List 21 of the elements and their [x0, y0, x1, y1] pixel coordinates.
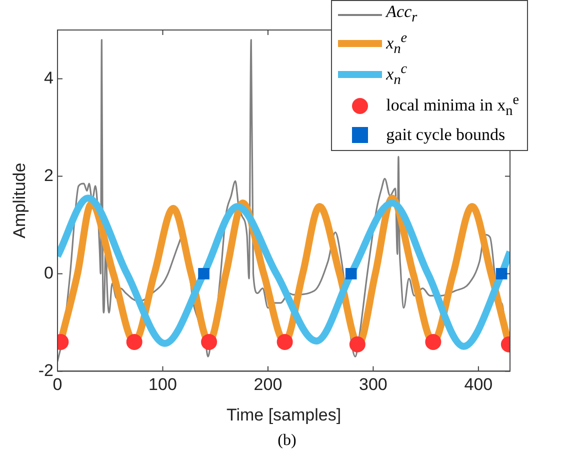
y-axis-title: Amplitude: [10, 162, 29, 238]
x-tick-label: 400: [464, 375, 493, 394]
point: [345, 268, 357, 280]
point: [126, 334, 142, 350]
text: (b): [276, 432, 298, 450]
x-tick-label: 100: [148, 375, 177, 394]
legend-label: gait cycle bounds: [386, 124, 506, 145]
x-tick-label: 200: [254, 375, 282, 394]
y-tick-label: 0: [44, 263, 54, 282]
y-tick-label: -2: [38, 360, 54, 380]
point: [349, 336, 366, 352]
point: [198, 268, 210, 280]
point: [201, 334, 218, 350]
point: [276, 334, 293, 350]
y-tick-label: 2: [44, 166, 54, 185]
point: [425, 334, 442, 350]
x-axis-title: Time [samples]: [226, 405, 342, 424]
legend-label: Acc$_{r}$: [386, 2, 418, 28]
x-tick-label: 300: [359, 375, 388, 394]
point: [496, 268, 508, 280]
y-tick-label: 4: [44, 68, 54, 88]
